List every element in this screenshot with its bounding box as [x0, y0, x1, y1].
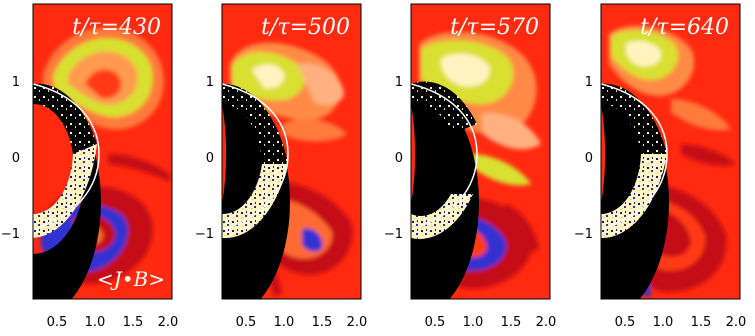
- x-tick-label: 1.5: [501, 315, 522, 330]
- y-tick-label: 0: [585, 151, 593, 166]
- x-tick-label: 2.0: [347, 315, 368, 330]
- time-label: t/τ=640: [640, 15, 729, 40]
- quantity-label: <J•B>: [97, 267, 165, 291]
- y-tick-label: 1: [206, 75, 214, 90]
- x-tick-label: 2.0: [726, 315, 747, 330]
- x-axis-panel-2: 0.5 1.0 1.5 2.0: [236, 315, 368, 330]
- limb-line: [33, 83, 100, 230]
- time-label: t/τ=500: [261, 15, 350, 40]
- y-tick-label: −1: [1, 227, 20, 242]
- y-tick-label: 0: [206, 151, 214, 166]
- x-tick-label: 1.5: [691, 315, 712, 330]
- x-axis-panel-3: 0.5 1.0 1.5 2.0: [425, 315, 557, 330]
- x-tick-label: 1.0: [463, 315, 484, 330]
- y-axis-panel-2: 1 0 −1: [195, 75, 214, 242]
- panel-2: t/τ=500: [221, 3, 362, 300]
- x-tick-label: 2.0: [158, 315, 179, 330]
- panel-1: t/τ=430 <J•B>: [32, 3, 173, 300]
- x-tick-label: 1.5: [312, 315, 333, 330]
- y-axis-panel-1: 1 0 −1: [1, 75, 20, 242]
- y-axis-panel-3: 1 0 −1: [384, 75, 403, 242]
- y-tick-label: 1: [395, 75, 403, 90]
- x-tick-label: 0.5: [47, 315, 68, 330]
- y-tick-label: 0: [395, 151, 403, 166]
- x-tick-label: 0.5: [615, 315, 636, 330]
- x-tick-label: 1.0: [653, 315, 674, 330]
- x-tick-label: 1.5: [123, 315, 144, 330]
- panel-3: t/τ=570: [410, 3, 551, 300]
- x-axis-panel-4: 0.5 1.0 1.5 2.0: [615, 315, 747, 330]
- panel-4: t/τ=640: [600, 3, 741, 300]
- y-tick-label: 1: [585, 75, 593, 90]
- y-axis-panel-4: 1 0 −1: [574, 75, 593, 242]
- y-tick-label: −1: [195, 227, 214, 242]
- x-tick-label: 1.0: [274, 315, 295, 330]
- x-tick-label: 1.0: [85, 315, 106, 330]
- inner-disk: [33, 104, 38, 204]
- time-label: t/τ=570: [450, 15, 539, 40]
- y-tick-label: 1: [12, 75, 20, 90]
- x-tick-label: 2.0: [536, 315, 557, 330]
- x-tick-label: 0.5: [425, 315, 446, 330]
- y-tick-label: −1: [384, 227, 403, 242]
- y-tick-label: −1: [574, 227, 593, 242]
- y-tick-label: 0: [12, 151, 20, 166]
- time-label: t/τ=430: [72, 15, 161, 40]
- x-tick-label: 0.5: [236, 315, 257, 330]
- x-axis-panel-1: 0.5 1.0 1.5 2.0: [47, 315, 179, 330]
